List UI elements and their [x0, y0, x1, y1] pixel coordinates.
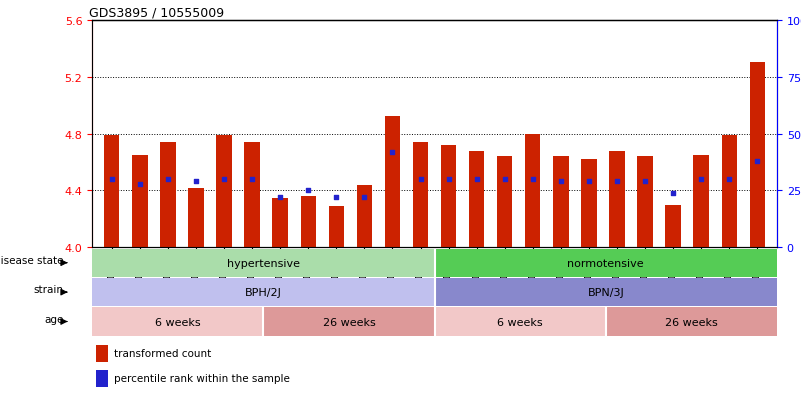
Bar: [638, 157, 653, 248]
Bar: [244, 143, 260, 248]
Bar: [92, 249, 434, 277]
Bar: [413, 143, 429, 248]
Point: [442, 176, 455, 183]
Point: [190, 178, 203, 185]
Point: [330, 195, 343, 201]
Point: [694, 176, 707, 183]
Bar: [441, 145, 457, 248]
Bar: [264, 308, 434, 336]
Point: [751, 158, 763, 165]
Point: [582, 178, 595, 185]
Text: transformed count: transformed count: [115, 348, 211, 358]
Bar: [160, 143, 175, 248]
Point: [498, 176, 511, 183]
Point: [246, 176, 259, 183]
Point: [106, 176, 119, 183]
Bar: [469, 151, 485, 248]
Bar: [750, 63, 765, 248]
Text: 26 weeks: 26 weeks: [665, 317, 718, 327]
Text: 6 weeks: 6 weeks: [497, 317, 543, 327]
Bar: [92, 278, 434, 306]
Bar: [95, 370, 107, 387]
Bar: [216, 135, 231, 248]
Bar: [497, 157, 513, 248]
Point: [666, 190, 679, 197]
Text: BPN/3J: BPN/3J: [587, 287, 624, 297]
Bar: [666, 205, 681, 248]
Point: [218, 176, 231, 183]
Point: [414, 176, 427, 183]
Bar: [722, 135, 737, 248]
Bar: [610, 151, 625, 248]
Bar: [95, 345, 107, 362]
Point: [162, 176, 175, 183]
Point: [274, 195, 287, 201]
Text: age: age: [44, 314, 63, 324]
Bar: [188, 188, 203, 248]
Bar: [384, 117, 400, 248]
Point: [723, 176, 735, 183]
Bar: [525, 134, 541, 248]
Bar: [92, 308, 264, 336]
Text: normotensive: normotensive: [567, 258, 644, 268]
Text: 26 weeks: 26 weeks: [323, 317, 376, 327]
Bar: [132, 156, 147, 248]
Point: [638, 178, 651, 185]
Point: [526, 176, 539, 183]
Bar: [582, 160, 597, 248]
Point: [358, 195, 371, 201]
Bar: [606, 308, 777, 336]
Text: GDS3895 / 10555009: GDS3895 / 10555009: [89, 7, 223, 19]
Bar: [272, 198, 288, 248]
Point: [302, 188, 315, 195]
Point: [134, 181, 147, 188]
Bar: [553, 157, 569, 248]
Bar: [300, 197, 316, 248]
Bar: [104, 135, 119, 248]
Point: [470, 176, 483, 183]
Bar: [356, 185, 372, 248]
Bar: [694, 156, 709, 248]
Text: percentile rank within the sample: percentile rank within the sample: [115, 374, 290, 384]
Bar: [434, 278, 777, 306]
Text: strain: strain: [34, 285, 63, 294]
Text: disease state: disease state: [0, 255, 63, 265]
Text: BPH/2J: BPH/2J: [245, 287, 282, 297]
Bar: [434, 249, 777, 277]
Bar: [434, 308, 606, 336]
Bar: [328, 206, 344, 248]
Point: [386, 149, 399, 156]
Text: 6 weeks: 6 weeks: [155, 317, 200, 327]
Point: [610, 178, 623, 185]
Point: [554, 178, 567, 185]
Text: hypertensive: hypertensive: [227, 258, 300, 268]
